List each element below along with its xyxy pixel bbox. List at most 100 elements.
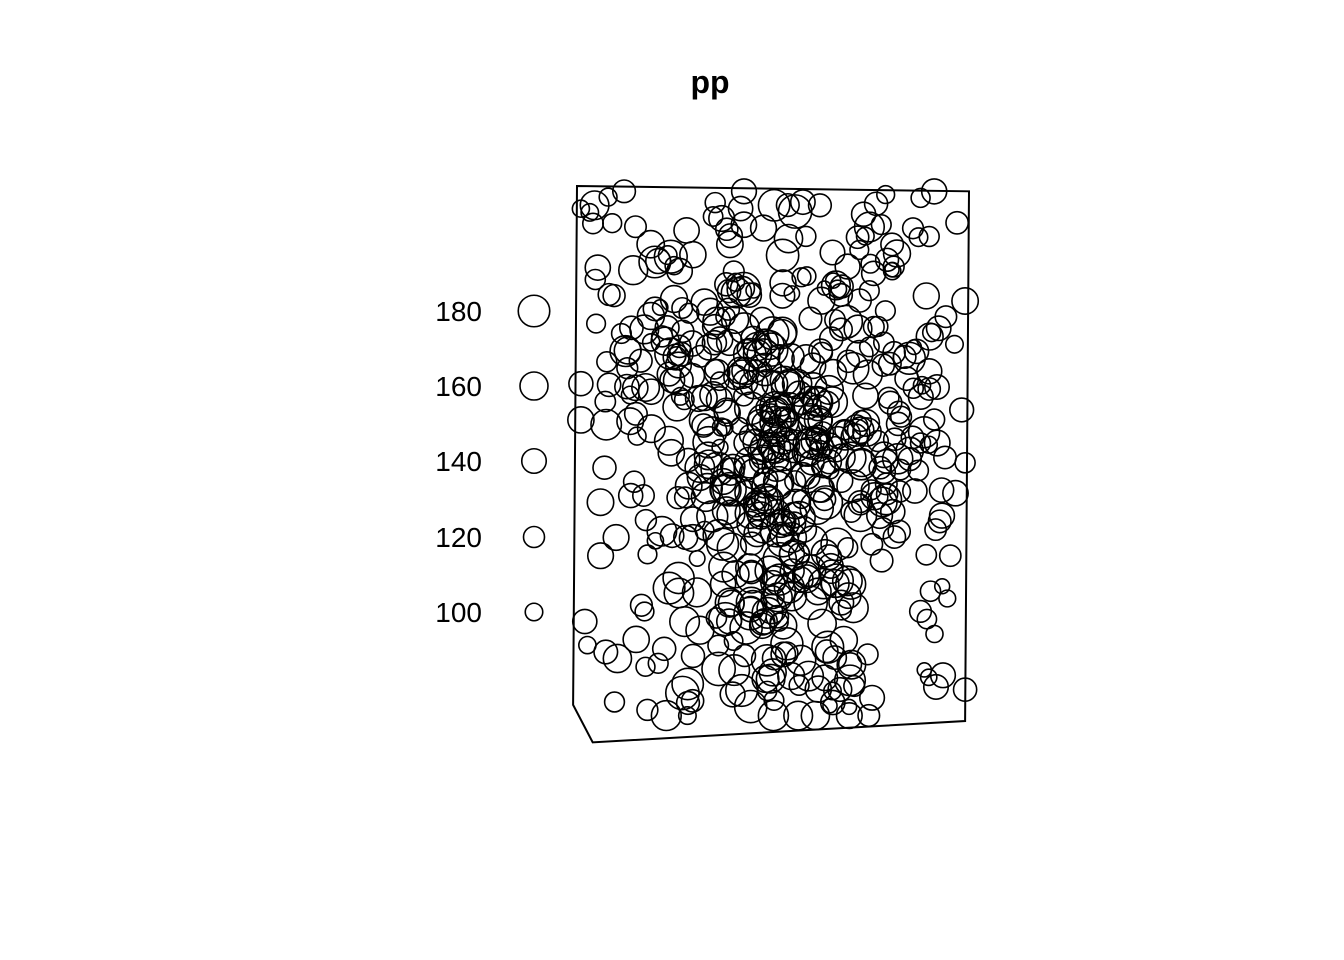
data-point: [783, 700, 814, 731]
data-point: [688, 549, 706, 567]
data-point: [722, 260, 745, 283]
data-point: [889, 458, 912, 481]
data-point: [613, 336, 642, 365]
data-point: [696, 500, 729, 533]
data-point: [634, 508, 658, 532]
data-point: [778, 538, 811, 571]
data-point: [586, 488, 615, 517]
data-point: [580, 202, 600, 222]
data-point: [675, 690, 701, 716]
data-point: [952, 677, 978, 702]
data-point: [754, 555, 786, 587]
data-point: [791, 343, 822, 374]
data-point: [743, 358, 768, 384]
data-point: [773, 223, 804, 254]
data-point: [828, 443, 856, 471]
data-point: [835, 701, 863, 730]
data-point: [750, 368, 786, 404]
legend-label: 120: [435, 522, 482, 553]
data-point: [869, 548, 894, 573]
data-point: [739, 531, 765, 556]
data-point: [670, 386, 690, 406]
data-point: [733, 689, 768, 724]
data-point: [909, 432, 932, 454]
data-point: [677, 706, 697, 726]
data-point: [860, 532, 884, 556]
data-point: [756, 361, 773, 378]
legend-label: 140: [435, 446, 482, 477]
data-point: [775, 192, 800, 218]
data-point: [850, 493, 871, 514]
data-point: [807, 193, 833, 218]
data-point: [781, 511, 807, 536]
data-point: [704, 191, 726, 214]
data-point: [592, 455, 617, 481]
data-point: [894, 366, 920, 392]
data-point: [650, 325, 674, 348]
data-point: [671, 296, 694, 320]
data-point: [650, 699, 682, 732]
data-point: [679, 506, 706, 533]
data-point: [879, 498, 906, 525]
data-point: [807, 567, 840, 600]
data-point: [836, 469, 870, 503]
data-point: [872, 460, 897, 485]
data-point: [813, 374, 845, 405]
data-point: [664, 675, 700, 711]
data-point: [732, 369, 759, 396]
data-point: [692, 425, 725, 459]
legend-label: 160: [435, 371, 482, 402]
data-point: [749, 214, 778, 242]
data-point: [637, 378, 665, 406]
data-point: [716, 297, 741, 321]
data-point: [671, 667, 705, 701]
data-point: [920, 178, 948, 205]
data-point: [842, 418, 871, 447]
data-point: [858, 684, 886, 711]
data-point: [874, 472, 898, 496]
data-point: [678, 330, 706, 357]
data-point: [616, 357, 639, 380]
data-point: [918, 225, 940, 248]
data-point: [901, 217, 925, 240]
data-point: [849, 239, 870, 261]
data-point: [902, 377, 925, 400]
data-point: [763, 689, 785, 712]
data-point: [892, 341, 927, 376]
data-point: [801, 385, 833, 417]
data-point: [916, 608, 938, 630]
data-point: [942, 479, 969, 507]
data-point: [840, 698, 858, 716]
data-point: [709, 467, 738, 496]
data-point: [653, 239, 688, 274]
data-point: [862, 315, 885, 339]
data-point: [715, 230, 744, 259]
data-point: [760, 438, 786, 464]
data-point: [718, 654, 751, 687]
data-point: [880, 232, 905, 257]
data-point: [673, 389, 695, 411]
data-point: [755, 663, 786, 694]
data-point: [714, 217, 739, 242]
data-point: [777, 343, 805, 371]
data-point: [847, 288, 873, 313]
data-point: [858, 336, 880, 358]
data-point: [611, 179, 637, 204]
data-point: [716, 532, 748, 563]
data-point: [777, 661, 806, 691]
data-point: [951, 287, 980, 315]
data-point: [712, 471, 747, 507]
data-point: [690, 384, 718, 412]
data-point: [791, 489, 812, 510]
data-point: [945, 210, 970, 235]
data-point: [808, 338, 834, 364]
data-point: [755, 316, 790, 351]
data-point: [769, 282, 796, 309]
data-point: [866, 486, 898, 518]
data-point: [571, 608, 598, 635]
data-point: [617, 482, 644, 509]
data-point: [944, 334, 965, 354]
data-point: [834, 582, 862, 610]
data-point: [696, 416, 728, 448]
data-point: [908, 599, 933, 624]
